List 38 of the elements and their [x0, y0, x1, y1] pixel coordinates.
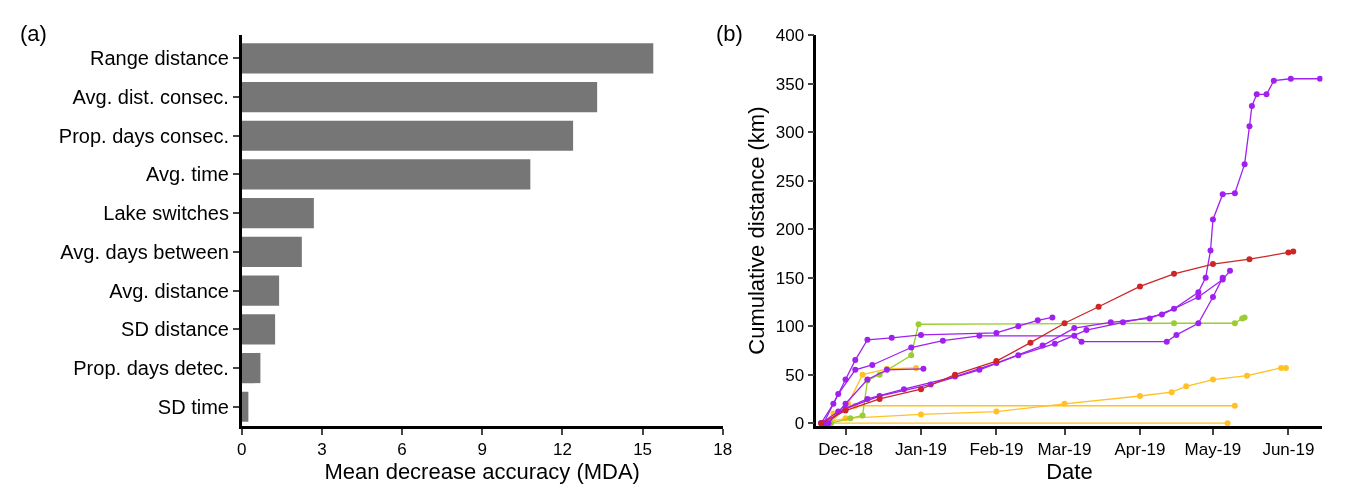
x-tick-label: Mar-19: [1037, 440, 1092, 460]
x-tick-label: May-19: [1184, 440, 1242, 460]
y-tick-label: Prop. days consec.: [58, 124, 229, 147]
x-tick-label: 6: [397, 440, 407, 460]
x-tick-label: 9: [477, 440, 487, 460]
y-tick-label: Avg. distance: [109, 279, 229, 302]
y-tick-label: 300: [775, 123, 805, 143]
x-tick-label: 3: [317, 440, 327, 460]
y-tick-label: Avg. days between: [60, 240, 229, 263]
x-tick-label: 15: [633, 440, 653, 460]
y-tick-label: Range distance: [89, 47, 229, 70]
x-tick-label: Apr-19: [1114, 440, 1166, 460]
y-axis-title: Cumulative distance (km): [743, 106, 769, 355]
x-tick-label: Feb-19: [969, 440, 1024, 460]
y-tick-label: 350: [775, 74, 805, 94]
y-tick-label: 150: [775, 268, 805, 288]
y-tick-label: 250: [775, 171, 805, 191]
y-tick-label: 400: [775, 26, 805, 46]
y-tick-label: SD distance: [121, 318, 229, 341]
x-tick-label: 12: [552, 440, 572, 460]
y-tick-label: SD time: [157, 395, 229, 418]
y-tick-label: 200: [775, 220, 805, 240]
y-tick-label: 0: [794, 414, 805, 434]
y-tick-label: Avg. time: [145, 163, 229, 186]
x-axis-title: Date: [1046, 459, 1093, 485]
x-tick-label: 0: [236, 440, 247, 460]
x-tick-label: Jan-19: [894, 440, 947, 460]
x-tick-label: Jun-19: [1262, 440, 1315, 460]
x-axis-title: Mean decrease accuracy (MDA): [324, 459, 640, 485]
y-tick-label: Lake switches: [103, 202, 229, 225]
y-tick-label: Prop. days detec.: [73, 357, 229, 380]
annotation: (b): [716, 21, 743, 46]
x-tick-label: Dec-18: [818, 440, 873, 460]
y-tick-label: 50: [785, 365, 805, 385]
x-tick-label: 18: [713, 440, 733, 460]
y-tick-label: Avg. dist. consec.: [72, 86, 229, 109]
y-tick-label: 100: [775, 317, 805, 337]
text: (a): [20, 21, 47, 46]
